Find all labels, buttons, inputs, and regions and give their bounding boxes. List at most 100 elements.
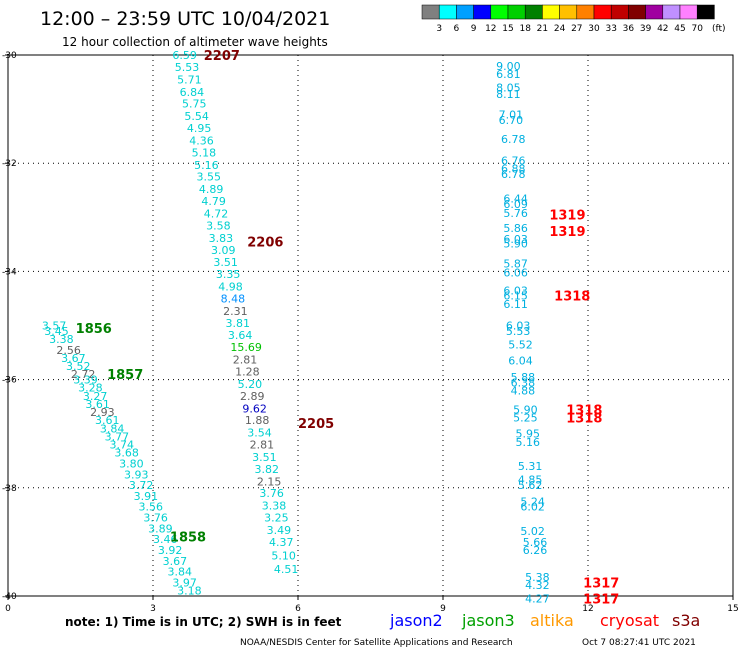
wave-height-point: 3.09 xyxy=(211,244,236,257)
wave-height-point: 3.38 xyxy=(262,500,287,513)
wave-height-point: 6.04 xyxy=(508,355,533,368)
colorbar-swatch xyxy=(438,4,457,20)
pass-time-label: 1318 xyxy=(566,411,602,426)
wave-height-point: 5.25 xyxy=(513,411,538,424)
wave-height-point: 5.16 xyxy=(516,436,541,449)
wave-height-point: 5.10 xyxy=(271,549,296,562)
colorbar-swatch xyxy=(542,4,560,20)
wave-height-point: 3.51 xyxy=(252,451,276,464)
wave-height-point: 5.76 xyxy=(503,207,527,220)
legend-jason2: jason2 xyxy=(389,611,443,630)
wave-height-point: 4.32 xyxy=(525,579,550,592)
colorbar-label: 70 xyxy=(691,24,703,34)
wave-height-point: 6.03 xyxy=(503,284,527,297)
x-axis-ticks: 0 3 6 9 12 15 xyxy=(5,596,739,614)
colorbar-label: 9 xyxy=(471,24,477,34)
wave-height-point: 6.44 xyxy=(503,192,527,205)
wave-height-point: 7.01 xyxy=(499,109,524,122)
colorbar-label: 42 xyxy=(657,24,668,34)
wave-height-point: 3.27 xyxy=(83,390,108,403)
wave-height-point: 6.03 xyxy=(506,320,531,333)
wave-height-point: 3.92 xyxy=(158,544,183,557)
wave-height-point: 5.53 xyxy=(506,325,531,338)
satellite-legend: jason2 jason3 altika cryosat s3a xyxy=(389,611,700,630)
x-tick-label: 9 xyxy=(440,604,446,614)
wave-height-point: 6.59 xyxy=(172,49,197,62)
track-labels: 1856185718582207220622051319131913181318… xyxy=(76,49,620,608)
colorbar-swatch xyxy=(421,4,440,20)
wave-height-point: 5.87 xyxy=(503,257,527,270)
wave-height-point: 3.56 xyxy=(139,501,164,514)
pass-time-label: 1319 xyxy=(549,209,585,224)
wave-height-point: 3.80 xyxy=(119,457,143,470)
x-tick-label: 0 xyxy=(5,604,11,614)
wave-height-point: 3.64 xyxy=(228,329,253,342)
wave-height-point: 3.91 xyxy=(134,490,159,503)
chart-title: 12:00 – 23:59 UTC 10/04/2021 xyxy=(40,8,330,30)
wave-height-point: 5.86 xyxy=(503,222,527,235)
wave-height-point: 3.81 xyxy=(226,317,251,330)
colorbar-label: 3 xyxy=(436,24,442,34)
wave-height-point: 4.98 xyxy=(218,281,243,294)
wave-height-point: 3.67 xyxy=(61,352,86,365)
wave-height-point: 2.89 xyxy=(240,390,265,403)
wave-height-point: 5.90 xyxy=(513,403,538,416)
colorbar-swatch xyxy=(524,4,543,20)
colorbar-swatch xyxy=(576,4,595,20)
grid-lines xyxy=(8,55,733,596)
wave-height-point: 6.03 xyxy=(503,233,527,246)
colorbar-swatch xyxy=(610,4,629,20)
colorbar-label: 18 xyxy=(519,24,531,34)
wave-height-point: 3.55 xyxy=(197,171,222,184)
wave-height-point: 4.79 xyxy=(201,195,226,208)
wave-height-point: 2.56 xyxy=(56,344,80,357)
x-tick-label: 3 xyxy=(150,604,156,614)
wave-height-point: 3.28 xyxy=(78,382,103,395)
x-tick-label: 15 xyxy=(727,604,738,614)
wave-height-point: 6.70 xyxy=(499,114,524,127)
colorbar-swatch xyxy=(490,4,509,20)
y-axis-ticks: -30 -32 -34 -36 -38 -40 xyxy=(2,51,17,602)
wave-height-point: 4.72 xyxy=(204,208,229,221)
wave-height-point: 6.11 xyxy=(503,298,527,311)
wave-height-point: 3.67 xyxy=(163,555,188,568)
colorbar-label: 12 xyxy=(485,24,496,34)
wave-height-point: 3.35 xyxy=(216,268,241,281)
wave-height-point: 8.11 xyxy=(496,88,520,101)
wave-height-point: 3.68 xyxy=(114,447,139,460)
data-points: 3.573.453.382.563.673.522.723.393.283.27… xyxy=(42,49,550,606)
colorbar-swatch xyxy=(456,4,474,20)
colorbar-swatch xyxy=(507,4,526,20)
wave-height-point: 1.28 xyxy=(235,365,260,378)
colorbar-label: 30 xyxy=(588,24,600,34)
colorbar-swatch xyxy=(473,4,492,20)
wave-height-point: 5.16 xyxy=(194,159,219,172)
wave-height-point: 5.66 xyxy=(523,536,548,549)
colorbar-swatch xyxy=(662,4,681,20)
pass-time-label: 1317 xyxy=(583,593,619,608)
wave-height-point: 6.88 xyxy=(501,163,526,176)
pass-time-label: 1857 xyxy=(107,368,143,383)
wave-height-point: 3.83 xyxy=(209,232,234,245)
pass-time-label: 1318 xyxy=(566,403,602,418)
wave-height-point: 9.00 xyxy=(496,60,520,73)
colorbar-label: 21 xyxy=(537,24,548,34)
wave-height-point: 5.31 xyxy=(518,460,543,473)
colorbar-label: 39 xyxy=(640,24,652,34)
wave-height-point: 6.15 xyxy=(503,290,527,303)
wave-height-point: 1.88 xyxy=(245,414,269,427)
pass-time-label: 2205 xyxy=(298,417,334,432)
wave-height-point: 8.05 xyxy=(496,81,520,94)
wave-height-point: 4.88 xyxy=(511,384,535,397)
wave-height-point: 3.45 xyxy=(44,325,69,338)
wave-height-point: 3.57 xyxy=(42,320,66,333)
wave-height-point: 3.74 xyxy=(110,439,135,452)
colorbar-swatch xyxy=(628,4,646,20)
wave-height-point: 6.06 xyxy=(503,266,527,279)
wave-height-point: 3.46 xyxy=(153,533,178,546)
colorbar-label: 33 xyxy=(605,24,616,34)
y-tick-label: -30 xyxy=(2,51,17,61)
wave-height-point: 4.27 xyxy=(525,593,550,606)
pass-time-label: 2206 xyxy=(247,236,283,251)
wave-height-point: 15.69 xyxy=(230,341,261,354)
